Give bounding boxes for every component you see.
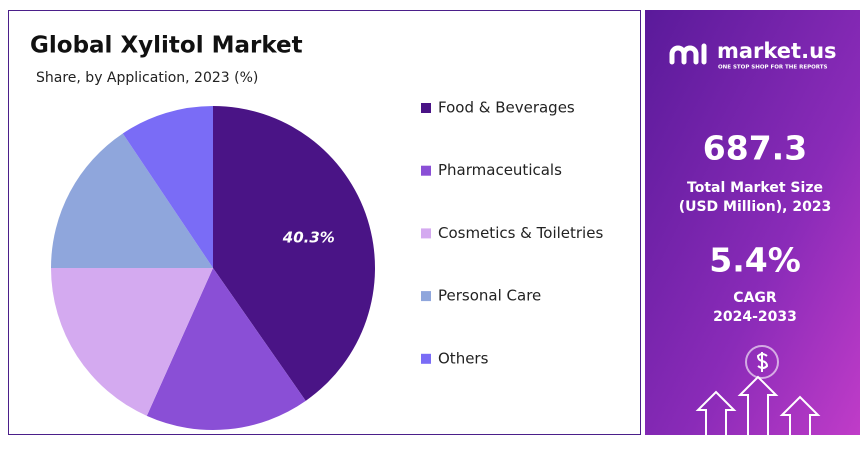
chart-title: Global Xylitol Market [30,33,303,59]
legend-swatch [421,228,431,239]
legend-swatch [421,353,431,364]
market-size: 687.3 [703,129,807,168]
legend-label: Personal Care [438,287,541,305]
pie-slice [122,106,213,268]
pie-slice [51,133,213,268]
cagr: 5.4% [709,241,801,280]
legend-swatch [421,165,431,176]
decor-arrows [695,345,821,435]
brand: market.us [717,39,837,63]
legend-label: Cosmetics & Toiletries [438,224,603,242]
market-size-label: Total Market Size [687,180,823,196]
data-label: 40.3% [282,228,335,246]
cagr-label: 2024-2033 [713,309,797,325]
tagline: ONE STOP SHOP FOR THE REPORTS [718,65,828,71]
pie-slice [51,268,213,416]
legend-swatch [421,103,431,113]
cagr-label: CAGR [733,290,777,306]
logo [669,43,707,65]
market-size-label: (USD Million), 2023 [679,199,832,215]
legend-label: Pharmaceuticals [438,161,562,179]
info-panel [645,10,860,435]
pie-slice [213,106,376,401]
legend-swatch [421,291,431,302]
pie-slice [146,268,306,430]
chart-subtitle: Share, by Application, 2023 (%) [36,70,258,86]
legend-label: Food & Beverages [438,99,575,117]
legend-label: Others [438,349,489,367]
